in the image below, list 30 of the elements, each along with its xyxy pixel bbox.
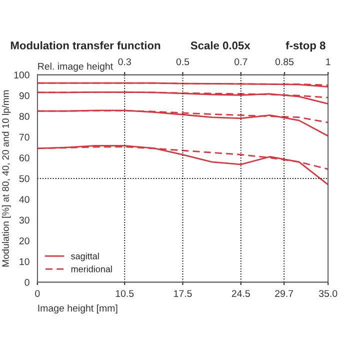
legend-label: sagittal bbox=[71, 252, 99, 262]
x-tick-label: 0 bbox=[35, 290, 40, 297]
x-tick-label: 10.5 bbox=[116, 290, 134, 297]
y-tick-label: 50 bbox=[19, 175, 30, 182]
y-tick-label: 40 bbox=[19, 196, 30, 203]
x-tick-label: 35.0 bbox=[319, 290, 338, 297]
y-tick-label: 60 bbox=[19, 154, 30, 162]
y-tick-label: 30 bbox=[19, 216, 30, 224]
y-tick-label: 10 bbox=[20, 258, 30, 266]
text: Scale 0.05x bbox=[190, 41, 250, 50]
chart-title: Modulation transfer function bbox=[10, 41, 160, 50]
y-axis-title: Modulation [%] at 80, 40, 20 and 10 lp/mm bbox=[2, 90, 11, 266]
x-tick-label: 17.5 bbox=[174, 290, 192, 297]
x2-tick-label: 0.7 bbox=[234, 58, 248, 66]
x2-tick-label: 0.5 bbox=[176, 58, 190, 66]
legend-label: meridional bbox=[71, 266, 112, 272]
x2-tick-label: 0.85 bbox=[275, 58, 294, 66]
text: f-stop 8 bbox=[286, 41, 326, 52]
y-tick-label: 90 bbox=[19, 92, 30, 100]
y-tick-label: 100 bbox=[14, 72, 30, 78]
x2-tick-label: 0.3 bbox=[118, 58, 131, 66]
y-tick-label: 20 bbox=[19, 237, 30, 244]
x-tick-label: 24.5 bbox=[232, 290, 250, 297]
x2-tick-label: 1 bbox=[326, 58, 330, 66]
y-tick-label: 70 bbox=[19, 134, 30, 141]
x2-axis-title: Rel. image height bbox=[38, 62, 113, 72]
x-tick-label: 29.7 bbox=[275, 290, 294, 297]
y-tick-label: 80 bbox=[19, 113, 30, 120]
x-axis-title: Image height [mm] bbox=[38, 304, 118, 314]
y-tick-label: 0 bbox=[24, 278, 30, 286]
